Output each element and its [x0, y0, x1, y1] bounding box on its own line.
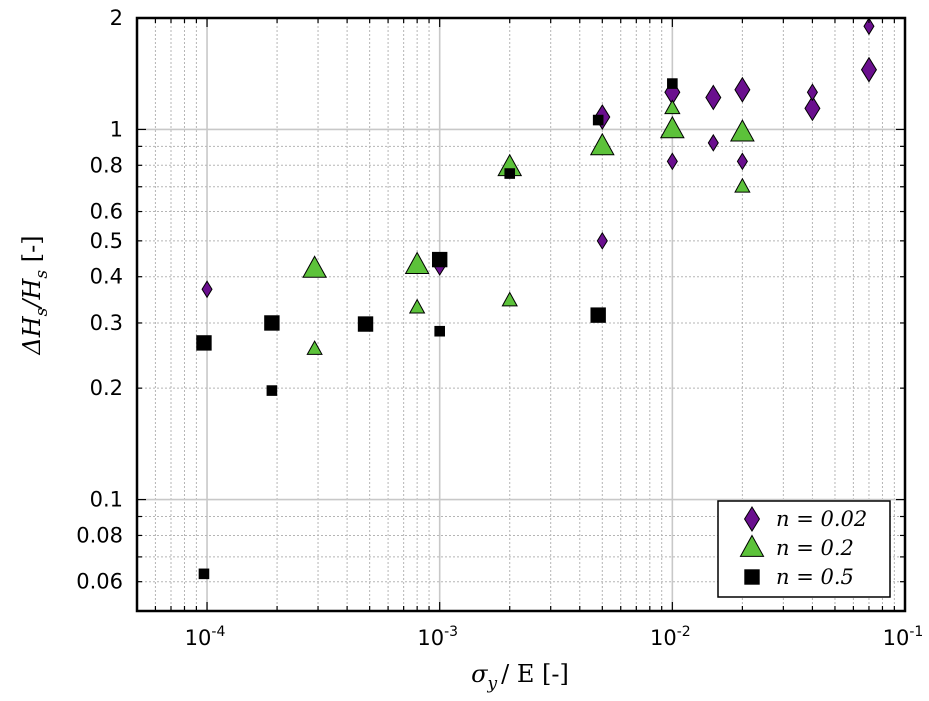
- data-point: [431, 251, 448, 268]
- data-point: [434, 325, 445, 337]
- y-axis-label-part3: [-]: [18, 235, 46, 269]
- tick-labels: 10-4 10-3 10-2 10-1 0.06 0.08 0.1 0.2 0.3 0.4 0.5 0…: [76, 6, 923, 650]
- y-axis-label-part2: /H: [18, 278, 46, 310]
- data-point: [408, 298, 426, 314]
- data-point: [302, 255, 328, 278]
- legend-marker: [739, 534, 765, 557]
- x-tick-label: 10-2: [650, 624, 691, 650]
- data-point: [589, 132, 615, 156]
- data-point: [266, 385, 278, 396]
- x-axis-label-subscript: y: [487, 674, 498, 694]
- legend: n = 0.02 n = 0.2 n = 0.5: [717, 500, 891, 598]
- x-axis-label-symbol: σ: [471, 660, 488, 688]
- y-tick-label: 0.5: [90, 229, 123, 253]
- data-point: [198, 568, 210, 580]
- data-points: [196, 17, 877, 580]
- y-tick-label: 0.1: [90, 488, 123, 512]
- y-axis-label: ΔHs/Hs [-]: [18, 235, 52, 355]
- y-tick-label: 0.8: [90, 153, 123, 177]
- data-point: [404, 251, 430, 274]
- y-axis-label-sub2: s: [32, 270, 52, 279]
- legend-marker: [744, 569, 760, 585]
- y-tick-label: 1: [110, 117, 123, 141]
- data-point: [667, 78, 678, 89]
- data-point: [707, 133, 719, 152]
- x-axis-label-rest: / E [-]: [501, 660, 569, 688]
- series-square: [196, 78, 678, 580]
- data-point: [804, 95, 821, 122]
- legend-label: n = 0.02: [776, 507, 867, 531]
- series-triangle: [302, 99, 755, 355]
- x-axis-label: σy / E [-]: [471, 660, 569, 694]
- data-point: [590, 307, 606, 323]
- data-point: [734, 76, 751, 103]
- data-point: [501, 291, 518, 307]
- data-point: [306, 340, 323, 355]
- data-point: [736, 152, 748, 171]
- data-point: [666, 152, 678, 171]
- legend-marker: [743, 506, 761, 532]
- legend-label: n = 0.5: [776, 565, 854, 589]
- y-tick-label: 0.4: [90, 265, 123, 289]
- data-point: [664, 99, 681, 115]
- legend-label: n = 0.2: [776, 536, 854, 560]
- data-point: [705, 84, 722, 111]
- data-point: [504, 168, 516, 179]
- y-tick-label: 0.08: [76, 523, 123, 547]
- data-point: [860, 56, 877, 83]
- y-tick-label: 0.3: [90, 311, 123, 335]
- data-point: [592, 114, 604, 126]
- y-tick-label: 0.6: [90, 200, 123, 224]
- y-tick-label: 0.2: [90, 376, 123, 400]
- data-point: [596, 231, 608, 250]
- data-point: [729, 119, 755, 142]
- axis-ticks: [136, 17, 905, 612]
- y-axis-label-part1: ΔH: [18, 315, 46, 355]
- y-tick-label: 2: [110, 6, 123, 30]
- x-tick-label: 10-1: [883, 624, 924, 650]
- data-point: [201, 280, 213, 299]
- data-point: [806, 83, 818, 102]
- data-point: [196, 335, 212, 351]
- plot-frame: [135, 16, 907, 613]
- data-point: [659, 115, 685, 139]
- data-point: [357, 316, 374, 332]
- x-tick-label: 10-4: [185, 624, 226, 650]
- data-point: [734, 177, 751, 193]
- x-tick-label: 10-3: [417, 624, 458, 650]
- data-point: [264, 315, 280, 331]
- data-point: [863, 17, 875, 36]
- y-tick-label: 0.06: [76, 570, 123, 594]
- y-axis-label-sub1: s: [32, 307, 52, 316]
